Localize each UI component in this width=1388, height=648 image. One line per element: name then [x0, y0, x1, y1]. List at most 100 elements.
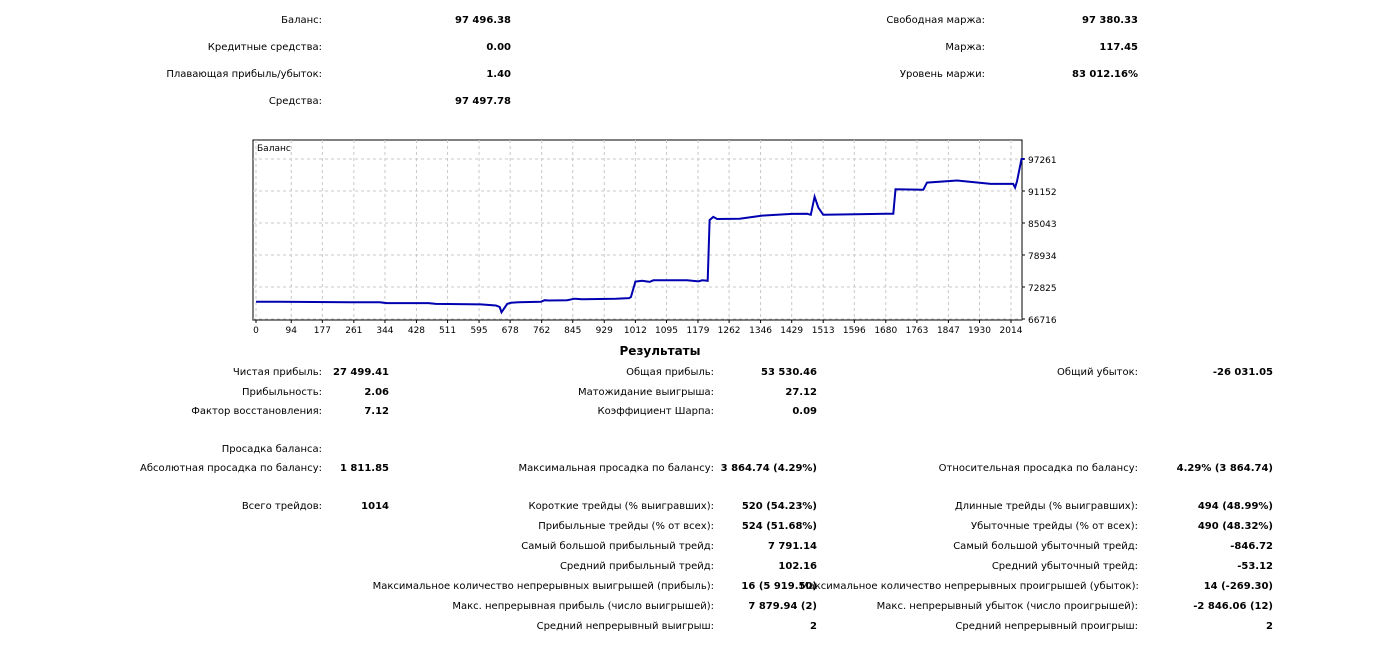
result-label: Относительная просадка по балансу: [938, 463, 1138, 474]
summary-label: Кредитные средства: [207, 42, 322, 53]
y-tick-label: 91152 [1028, 188, 1057, 198]
y-tick-label: 72825 [1028, 284, 1057, 294]
summary-value: 83 012.16% [1071, 69, 1138, 80]
x-tick-label: 845 [564, 326, 581, 336]
result-label: Прибыльность: [242, 387, 322, 398]
x-tick-label: 595 [470, 326, 487, 336]
result-value: -26 031.05 [1212, 367, 1273, 378]
x-tick-label: 1095 [655, 326, 678, 336]
summary-label: Свободная маржа: [886, 15, 985, 26]
result-label: Максимальное количество непрерывных прои… [800, 581, 1139, 592]
balance-chart: 0 94 177 261 344 428 511 595 678 762 845 929 1012 109… [252, 139, 1057, 336]
x-tick-label: 2014 [1000, 326, 1023, 336]
y-tick-label: 78934 [1028, 252, 1057, 262]
result-value: 14 (-269.30) [1203, 581, 1273, 592]
y-tick-label: 85043 [1028, 220, 1057, 230]
result-label: Всего трейдов: [241, 501, 322, 512]
result-value: 53 530.46 [761, 367, 817, 378]
plot-area [252, 139, 1023, 321]
result-value: -53.12 [1237, 561, 1273, 572]
x-tick-label: 929 [596, 326, 613, 336]
result-value: 520 (54.23%) [741, 501, 817, 512]
result-value: 2.06 [364, 387, 389, 398]
result-value: 524 (51.68%) [741, 521, 817, 532]
result-label: Абсолютная просадка по балансу: [140, 463, 322, 474]
x-tick-label: 428 [408, 326, 425, 336]
result-value: 7.12 [364, 406, 389, 417]
result-label: Самый большой прибыльный трейд: [521, 541, 714, 552]
result-value: 7 879.94 (2) [748, 601, 817, 612]
x-tick-label: 762 [533, 326, 550, 336]
x-tick-label: 1930 [968, 326, 991, 336]
result-label: Макс. непрерывный убыток (число проигрыш… [876, 601, 1138, 612]
balance-line [256, 158, 1025, 315]
x-tick-label: 1429 [780, 326, 803, 336]
x-tick-label: 1680 [874, 326, 897, 336]
x-tick-label: 1847 [937, 326, 960, 336]
x-tick-label: 0 [253, 326, 259, 336]
result-value: 3 864.74 (4.29%) [720, 463, 817, 474]
summary-label: Плавающая прибыль/убыток: [166, 69, 322, 80]
result-value: -846.72 [1230, 541, 1273, 552]
summary-label: Уровень маржи: [899, 69, 985, 80]
x-tick-label: 511 [439, 326, 456, 336]
summary-value: 97 496.38 [455, 15, 511, 26]
result-label: Макс. непрерывная прибыль (число выигрыш… [452, 601, 714, 612]
result-value: 4.29% (3 864.74) [1176, 463, 1273, 474]
result-label: Средний прибыльный трейд: [559, 561, 714, 572]
result-label: Максимальная просадка по балансу: [518, 463, 714, 474]
x-tick-label: 261 [345, 326, 362, 336]
result-label: Максимальное количество непрерывных выиг… [372, 581, 714, 592]
result-value: 27 499.41 [333, 367, 389, 378]
result-label: Средний непрерывный проигрыш: [955, 621, 1138, 632]
result-label: Общая прибыль: [626, 367, 714, 378]
y-tick-label: 97261 [1028, 156, 1057, 166]
result-value: 16 (5 919.50) [741, 581, 817, 592]
summary-value: 97 380.33 [1082, 15, 1138, 26]
result-value: 2 [1266, 621, 1273, 632]
result-value: 494 (48.99%) [1197, 501, 1273, 512]
result-label: Самый большой убыточный трейд: [953, 541, 1138, 552]
x-tick-label: 1596 [843, 326, 866, 336]
result-label: Чистая прибыль: [232, 367, 322, 378]
result-label: Фактор восстановления: [191, 406, 322, 417]
result-label: Короткие трейды (% выигравших): [528, 501, 714, 512]
result-label: Длинные трейды (% выигравших): [954, 501, 1138, 512]
x-tick-label: 1262 [718, 326, 741, 336]
summary-label: Баланс: [281, 15, 322, 26]
result-value: -2 846.06 (12) [1193, 601, 1273, 612]
result-label: Средний непрерывный выигрыш: [536, 621, 714, 632]
x-tick-label: 344 [376, 326, 393, 336]
x-tick-label: 177 [314, 326, 331, 336]
summary-value: 117.45 [1099, 42, 1138, 53]
x-tick-label: 1346 [749, 326, 772, 336]
summary-label: Маржа: [945, 42, 985, 53]
y-tick-label: 66716 [1028, 316, 1057, 326]
chart-title: Баланс [257, 144, 291, 154]
result-label: Общий убыток: [1057, 367, 1138, 378]
result-value: 27.12 [785, 387, 817, 398]
result-label: Коэффициент Шарпа: [597, 406, 714, 417]
result-value: 490 (48.32%) [1197, 521, 1273, 532]
result-label: Прибыльные трейды (% от всех): [538, 521, 714, 532]
x-tick-label: 1012 [624, 326, 647, 336]
summary-value: 1.40 [486, 69, 511, 80]
x-tick-label: 1763 [905, 326, 928, 336]
result-label: Просадка баланса: [221, 444, 322, 455]
summary-label: Средства: [268, 96, 322, 107]
result-value: 102.16 [778, 561, 817, 572]
result-value: 0.09 [792, 406, 817, 417]
summary-value: 0.00 [486, 42, 511, 53]
x-tick-label: 1513 [812, 326, 835, 336]
results-title: Результаты [619, 344, 701, 358]
result-value: 1014 [361, 501, 389, 512]
summary-value: 97 497.78 [455, 96, 511, 107]
result-label: Убыточные трейды (% от всех): [970, 521, 1138, 532]
x-tick-label: 678 [502, 326, 519, 336]
result-label: Средний убыточный трейд: [991, 561, 1138, 572]
result-value: 2 [810, 621, 817, 632]
result-label: Матожидание выигрыша: [577, 387, 714, 398]
result-value: 7 791.14 [767, 541, 817, 552]
result-value: 1 811.85 [339, 463, 389, 474]
x-tick-label: 1179 [687, 326, 710, 336]
